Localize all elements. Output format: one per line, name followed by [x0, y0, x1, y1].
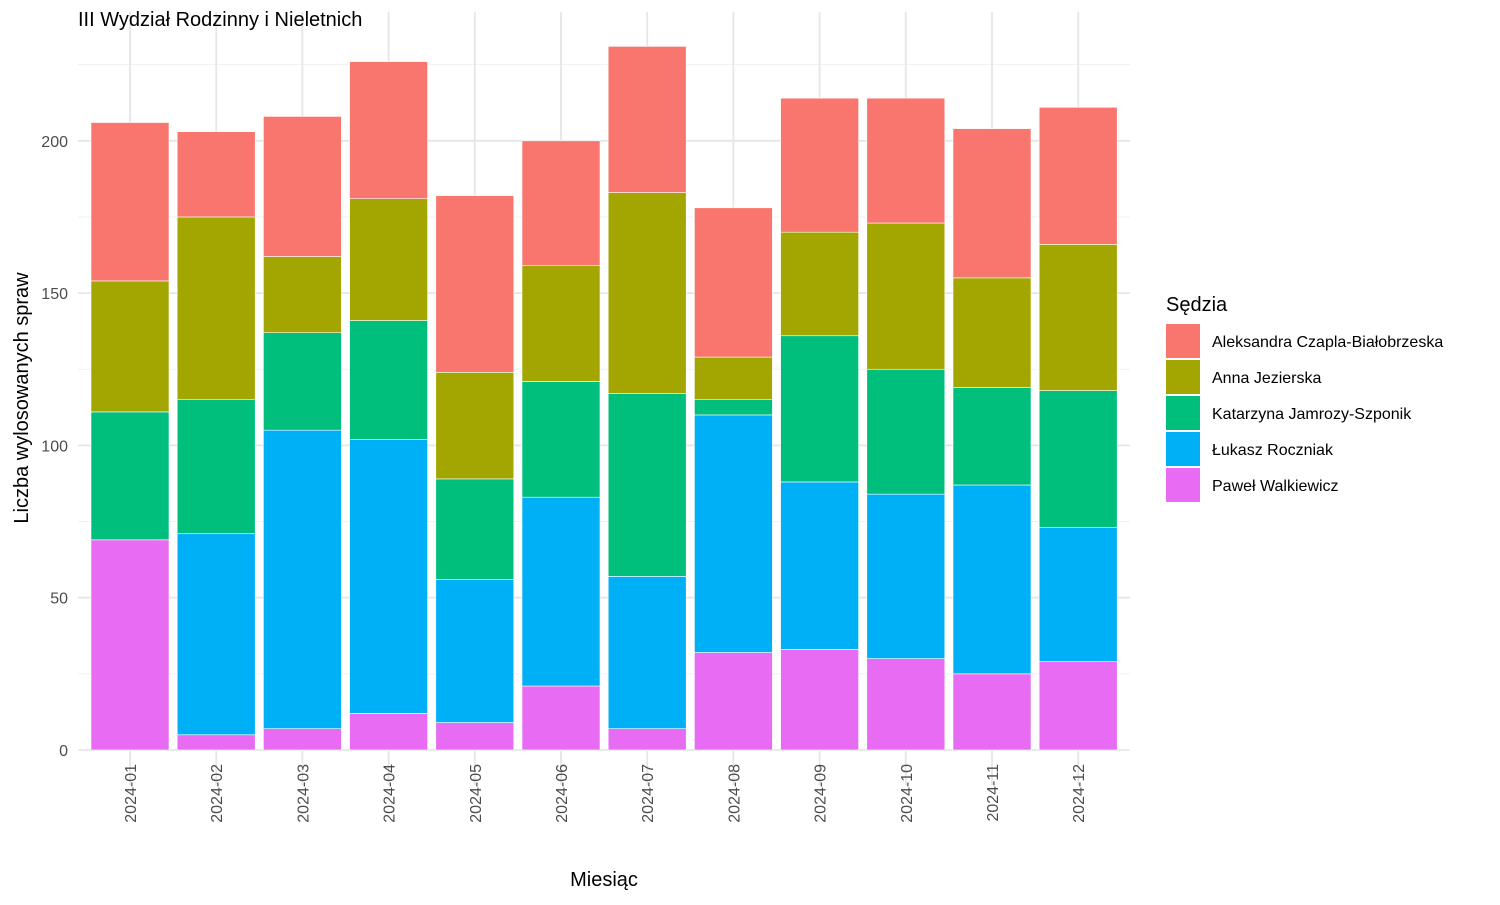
- legend-key: [1166, 468, 1200, 502]
- bar-segment: [780, 481, 859, 650]
- bar-segment: [694, 399, 773, 416]
- x-tick-label: 2024-12: [1071, 764, 1088, 823]
- bar-segment: [90, 122, 170, 282]
- x-tick-label: 2024-10: [899, 764, 916, 823]
- legend-key: [1166, 360, 1200, 394]
- legend-key: [1166, 432, 1200, 466]
- bar-segment: [435, 579, 515, 723]
- bar-segment: [176, 216, 256, 401]
- bar-segment: [607, 393, 687, 577]
- bar-segment: [435, 722, 515, 751]
- legend: Sędzia Aleksandra Czapla-Białobrzeska Ann…: [1166, 294, 1443, 502]
- legend-title: Sędzia: [1166, 294, 1228, 316]
- bar-segment: [607, 728, 687, 751]
- legend-items: Aleksandra Czapla-Białobrzeska Anna Jezie…: [1166, 324, 1443, 502]
- y-axis-ticks: 0 50 100 150 200: [41, 134, 68, 760]
- bar-segment: [694, 652, 773, 751]
- bar-segment: [435, 371, 515, 480]
- bar-segment: [694, 207, 773, 358]
- bar-segment: [780, 231, 859, 337]
- legend-key: [1166, 324, 1200, 358]
- bar-segment: [780, 335, 859, 483]
- bar-segment: [263, 429, 342, 729]
- bar-segment: [263, 332, 342, 431]
- bar-segment: [866, 97, 946, 224]
- x-tick-label: 2024-05: [468, 764, 485, 823]
- bars: [90, 46, 1118, 751]
- bar-segment: [607, 46, 687, 193]
- bar-segment: [263, 116, 342, 257]
- bar-segment: [349, 320, 428, 440]
- bar-segment: [1038, 244, 1118, 391]
- bar-segment: [435, 195, 515, 373]
- bar-segment: [521, 265, 601, 382]
- legend-label: Paweł Walkiewicz: [1212, 478, 1339, 495]
- legend-label: Aleksandra Czapla-Białobrzeska: [1212, 334, 1443, 351]
- x-tick-label: 2024-02: [209, 764, 226, 823]
- bar-segment: [1038, 661, 1118, 751]
- y-tick-label: 200: [41, 134, 68, 151]
- bar-segment: [349, 439, 428, 714]
- x-axis-label: Miesiąc: [570, 869, 638, 891]
- bar-segment: [952, 387, 1032, 486]
- bar-segment: [176, 399, 256, 535]
- x-axis-ticks: 2024-01 2024-02 2024-03 2024-04 2024-05 2024-…: [123, 764, 1088, 823]
- bar-segment: [866, 493, 946, 659]
- bar-segment: [521, 685, 601, 751]
- bar-segment: [780, 97, 859, 233]
- bar-segment: [263, 728, 342, 751]
- bar-segment: [1038, 106, 1118, 245]
- x-tick-label: 2024-07: [640, 764, 657, 823]
- y-tick-label: 0: [59, 743, 68, 760]
- bar-segment: [952, 673, 1032, 751]
- bar-segment: [521, 496, 601, 687]
- legend-label: Anna Jezierska: [1212, 370, 1321, 387]
- bar-segment: [90, 280, 170, 413]
- legend-label: Łukasz Roczniak: [1212, 442, 1334, 459]
- bar-segment: [952, 277, 1032, 388]
- y-tick-label: 50: [50, 591, 68, 608]
- bar-segment: [176, 131, 256, 218]
- bar-segment: [521, 140, 601, 266]
- y-tick-label: 100: [41, 438, 68, 455]
- x-tick-label: 2024-04: [382, 764, 399, 823]
- x-tick-label: 2024-03: [295, 764, 312, 823]
- y-axis-label: Liczba wylosowanych spraw: [11, 272, 33, 524]
- bar-segment: [1038, 527, 1118, 662]
- bar-segment: [866, 368, 946, 495]
- bar-segment: [176, 533, 256, 736]
- x-tick-label: 2024-09: [813, 764, 830, 823]
- bar-segment: [694, 356, 773, 401]
- x-tick-label: 2024-11: [985, 764, 1002, 822]
- chart-title: III Wydział Rodzinny i Nieletnich: [78, 9, 362, 31]
- bar-segment: [90, 539, 170, 751]
- bar-segment: [521, 381, 601, 498]
- bar-segment: [263, 256, 342, 333]
- bar-segment: [607, 576, 687, 729]
- bar-segment: [952, 128, 1032, 279]
- bar-segment: [1038, 390, 1118, 528]
- x-tick-label: 2024-08: [726, 764, 743, 823]
- bar-segment: [866, 658, 946, 751]
- bar-segment: [694, 414, 773, 653]
- bar-segment: [349, 61, 428, 199]
- bar-segment: [780, 649, 859, 751]
- y-tick-label: 150: [41, 286, 68, 303]
- bar-segment: [607, 192, 687, 394]
- bar-segment: [435, 478, 515, 580]
- x-tick-label: 2024-06: [554, 764, 571, 823]
- bar-segment: [90, 411, 170, 541]
- legend-label: Katarzyna Jamrozy-Szponik: [1212, 406, 1412, 423]
- bar-segment: [176, 734, 256, 751]
- legend-key: [1166, 396, 1200, 430]
- bar-segment: [866, 222, 946, 370]
- bar-segment: [952, 484, 1032, 675]
- x-tick-label: 2024-01: [123, 764, 140, 823]
- bar-segment: [349, 713, 428, 751]
- bar-segment: [349, 198, 428, 321]
